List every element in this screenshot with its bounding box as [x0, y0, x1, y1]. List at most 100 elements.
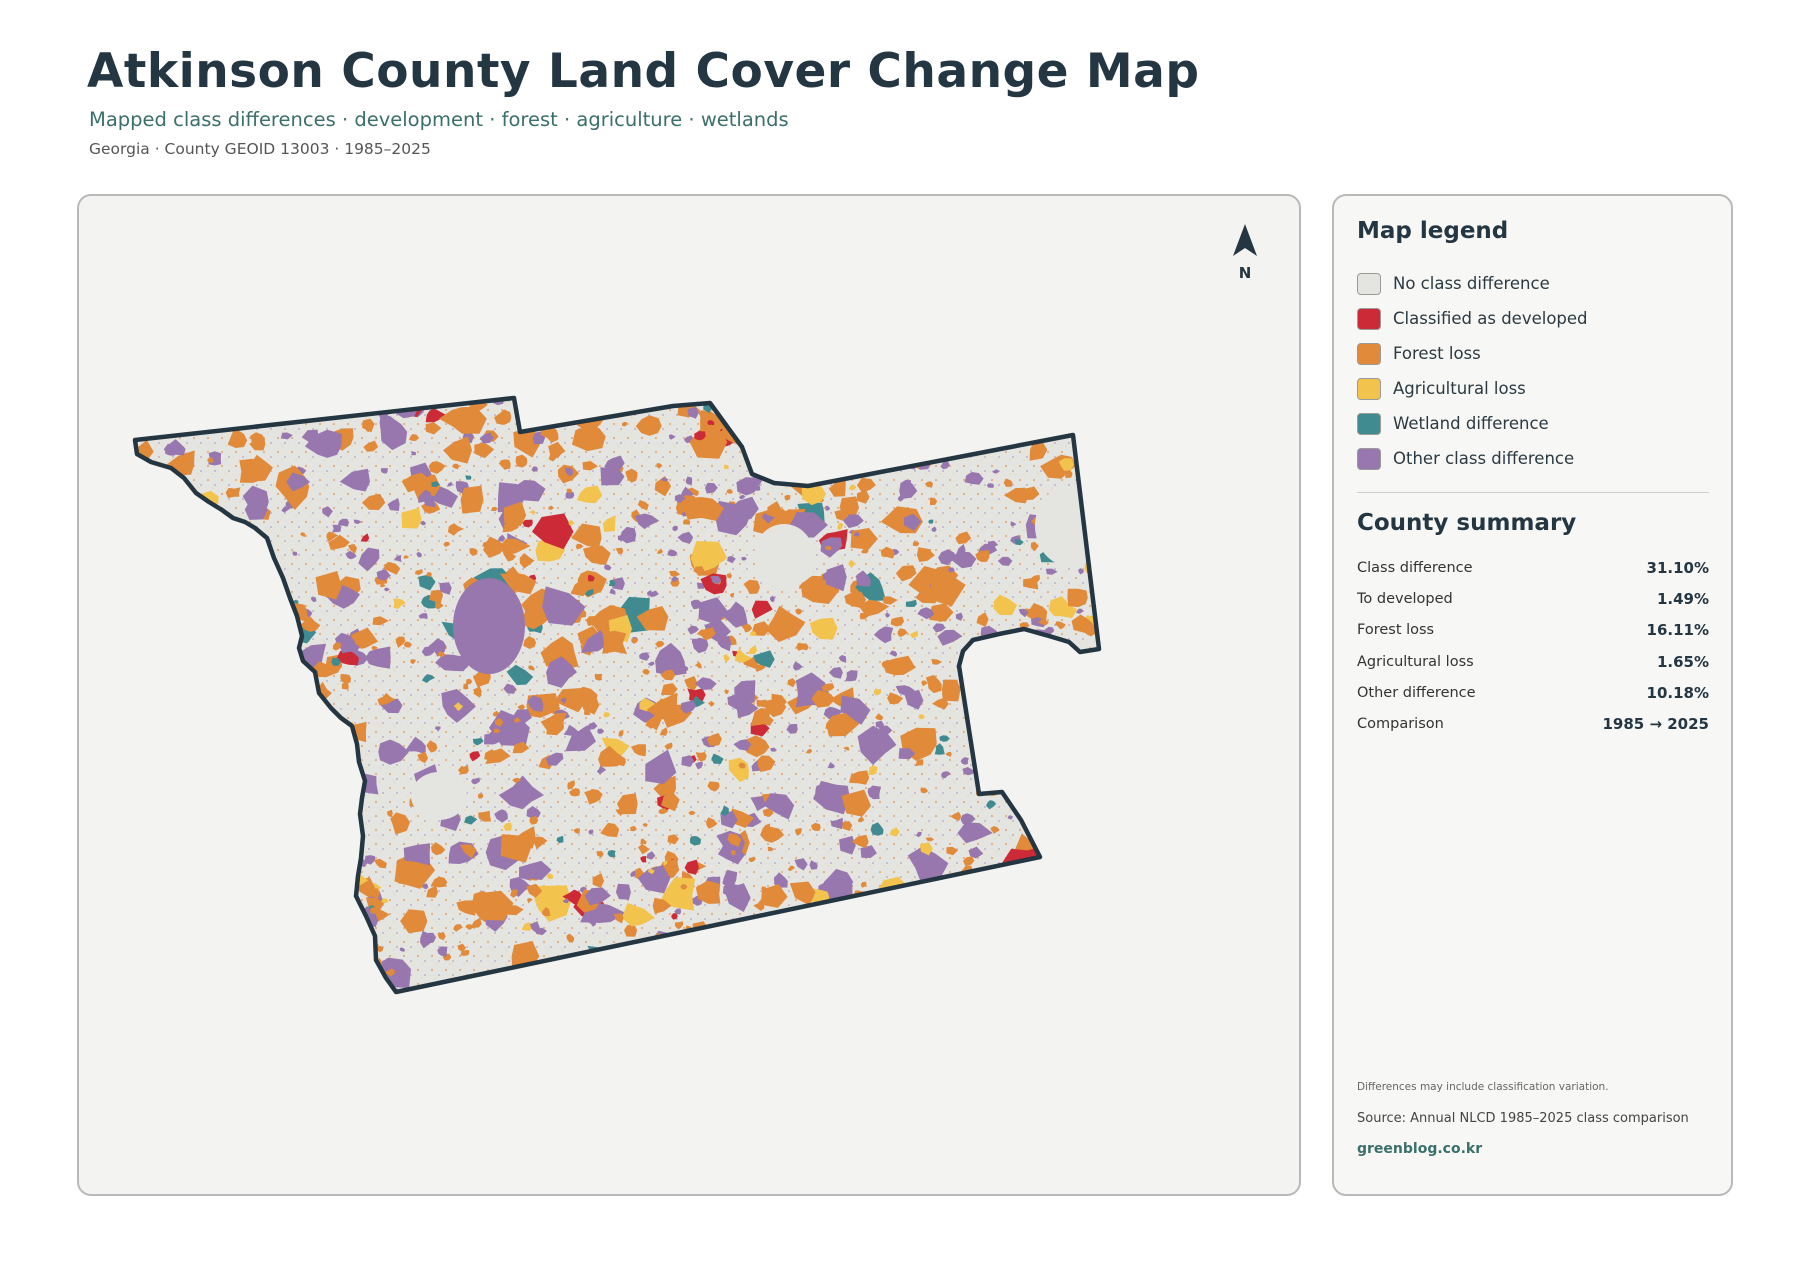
change-patch [245, 454, 273, 476]
change-patch [293, 702, 319, 725]
change-patch [580, 630, 609, 653]
change-patch [975, 550, 990, 562]
change-patch [930, 497, 938, 506]
change-patch [1100, 858, 1104, 864]
change-patch [695, 752, 707, 762]
change-patch [564, 467, 573, 477]
change-patch [824, 545, 832, 551]
change-patch [805, 748, 813, 754]
change-patch [843, 746, 850, 751]
change-patch [331, 657, 341, 666]
change-patch [387, 498, 400, 511]
change-patch [835, 485, 846, 494]
change-patch [403, 555, 409, 559]
change-patch [414, 569, 423, 575]
change-patch [1017, 956, 1024, 963]
change-patch [682, 942, 693, 951]
change-patch [648, 868, 655, 875]
change-patch [726, 573, 733, 579]
county-map[interactable] [79, 196, 1301, 1196]
change-patch [684, 859, 699, 875]
change-patch [605, 987, 613, 992]
change-patch [1003, 478, 1013, 487]
change-patch [946, 846, 959, 856]
change-patch [137, 699, 169, 725]
change-patch [166, 977, 192, 992]
change-patch [974, 674, 979, 680]
change-patch [931, 658, 943, 665]
change-patch [160, 856, 171, 864]
change-patch [631, 638, 639, 644]
change-patch [659, 727, 668, 736]
change-patch [1089, 982, 1099, 992]
change-patch [796, 642, 809, 651]
change-patch [206, 847, 216, 856]
change-patch [1028, 695, 1061, 713]
change-patch [794, 858, 808, 871]
change-patch [994, 694, 1019, 712]
change-patch [762, 807, 774, 817]
change-patch [671, 576, 680, 582]
change-patch [828, 667, 843, 679]
change-patch [304, 713, 310, 719]
change-patch [163, 565, 176, 579]
change-patch [880, 546, 895, 559]
change-patch [196, 892, 203, 899]
change-patch [404, 736, 426, 755]
change-patch [484, 749, 500, 762]
change-patch [147, 624, 164, 639]
change-patch [986, 483, 995, 488]
change-patch [726, 489, 733, 494]
change-patch [408, 434, 419, 441]
change-patch [743, 735, 770, 758]
change-patch [882, 936, 888, 942]
change-patch [524, 979, 530, 986]
change-patch [939, 735, 950, 742]
map-panel[interactable] [77, 194, 1301, 1196]
legend-divider [1357, 492, 1709, 493]
change-patch [738, 762, 746, 769]
change-patch [699, 398, 707, 399]
change-patch [654, 476, 672, 497]
change-patch [262, 698, 273, 708]
change-patch [270, 842, 284, 859]
change-patch [648, 964, 653, 969]
change-patch [1052, 926, 1074, 951]
change-patch [457, 943, 466, 953]
change-patch [948, 567, 955, 573]
change-patch [140, 683, 148, 691]
change-patch [358, 547, 380, 572]
change-patch [848, 559, 857, 569]
change-patch [880, 462, 886, 468]
change-patch [472, 737, 484, 746]
change-patch [829, 444, 843, 454]
change-patch [1041, 681, 1047, 687]
change-patch [304, 429, 342, 458]
change-patch [364, 855, 376, 865]
change-patch [648, 955, 659, 964]
change-patch [737, 963, 757, 982]
change-patch [141, 613, 163, 635]
change-patch [1021, 928, 1054, 951]
change-patch [522, 519, 533, 528]
change-patch [473, 669, 491, 688]
change-patch [917, 607, 935, 620]
change-patch [604, 564, 612, 571]
change-patch [169, 611, 195, 637]
brand-link[interactable]: greenblog.co.kr [1357, 1141, 1483, 1157]
change-patch [1039, 660, 1050, 669]
change-patch [764, 699, 787, 718]
change-patch [971, 907, 998, 934]
change-patch [722, 869, 738, 889]
change-patch [514, 717, 521, 723]
change-patch [809, 860, 818, 870]
change-patch [222, 901, 228, 906]
change-patch [754, 663, 766, 672]
change-patch [1010, 521, 1017, 527]
change-patch [839, 981, 861, 992]
change-patch [573, 828, 581, 834]
change-patch [658, 955, 669, 964]
change-patch [335, 862, 357, 884]
change-patch [612, 577, 625, 591]
summary-key: Forest loss [1357, 622, 1435, 639]
